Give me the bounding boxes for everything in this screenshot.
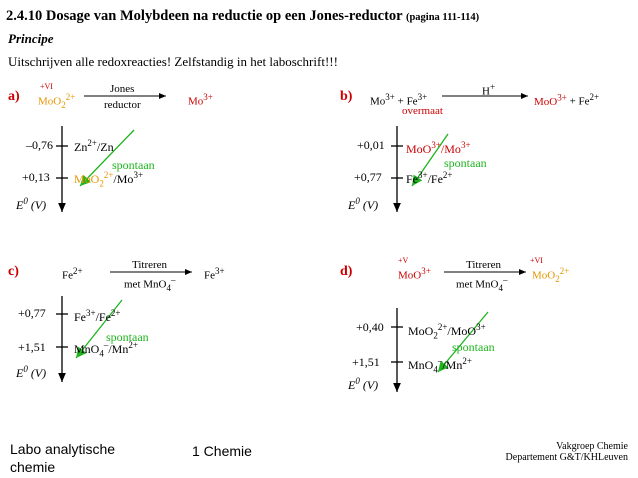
panel-b-couple-2: Fe3+/Fe2+ bbox=[406, 170, 453, 186]
panel-a-oxidation-state: +VI bbox=[40, 82, 53, 91]
panel-b-reactants: Mo3+ + Fe3+ bbox=[370, 92, 428, 108]
panel-c-potential-2: +1,51 bbox=[18, 340, 46, 354]
panel-c-reactant: Fe2+ bbox=[62, 266, 83, 282]
panel-d-label: d) bbox=[340, 264, 353, 279]
panel-d-potential-1: +0,40 bbox=[356, 320, 384, 334]
panel-c-potential-1: +0,77 bbox=[18, 306, 46, 320]
panel-d-potential-2: +1,51 bbox=[352, 355, 380, 369]
panel-d-couple-2: MnO4–/Mn2+ bbox=[408, 356, 472, 375]
axis-d bbox=[391, 308, 403, 392]
title-pages: (pagina 111-114) bbox=[405, 12, 480, 23]
panel-d-arrow-top: Titreren bbox=[466, 259, 502, 271]
spontaneous-arrow-b bbox=[411, 133, 449, 187]
panel-a-axis-label: E0 (V) bbox=[16, 196, 47, 212]
panel-a-couple-2: MoO22+/Mo3+ bbox=[74, 170, 144, 189]
panel-d-spontaan: spontaan bbox=[452, 340, 495, 354]
panel-c-spontaan: spontaan bbox=[106, 330, 149, 344]
panel-d-reactant: MoO3+ bbox=[398, 266, 431, 282]
title-text: 2.4.10 Dosage van Molybdeen na reductie … bbox=[6, 8, 403, 24]
panel-a-arrow-bottom: reductor bbox=[104, 99, 141, 111]
panel-c-product: Fe3+ bbox=[204, 266, 225, 282]
panel-b-couple-1: MoO3+/Mo3+ bbox=[406, 140, 471, 156]
panel-b-axis-label: E0 (V) bbox=[348, 196, 379, 212]
section-subtitle: Principe bbox=[8, 31, 54, 46]
panel-c-label: c) bbox=[8, 264, 19, 279]
intro-text: Uitschrijven alle redoxreacties! Zelfsta… bbox=[8, 54, 338, 69]
page-title: 2.4.10 Dosage van Molybdeen na reductie … bbox=[6, 8, 479, 25]
panel-a-reactant: MoO22+ bbox=[38, 92, 76, 110]
panel-d-oxidation-state-right: +VI bbox=[530, 256, 543, 265]
axis-b bbox=[391, 126, 403, 212]
panel-b-potential-1: +0,01 bbox=[357, 138, 385, 152]
footer-department: Vakgroep Chemie Departement G&T/KHLeuven bbox=[505, 441, 628, 463]
spontaneous-arrow-c bbox=[75, 299, 123, 359]
panel-d-product: MoO22+ bbox=[532, 266, 570, 284]
panel-b-arrow-top: H+ bbox=[482, 82, 496, 98]
panel-a-potential-2: +0,13 bbox=[22, 170, 50, 184]
panel-a-spontaan: spontaan bbox=[112, 158, 155, 172]
panel-d-axis-label: E0 (V) bbox=[348, 376, 379, 392]
footer-course: Labo analytische chemie bbox=[10, 441, 116, 475]
spontaneous-arrow-a bbox=[79, 129, 135, 187]
panel-c-arrow-top: Titreren bbox=[132, 259, 168, 271]
panel-a-potential-1: –0,76 bbox=[26, 138, 53, 152]
panel-b-excess: overmaat bbox=[402, 105, 443, 117]
panel-d-couple-1: MoO22+/MoO3+ bbox=[408, 322, 486, 341]
axis-c bbox=[56, 296, 68, 382]
panel-c-couple-1: Fe3+/Fe2+ bbox=[74, 308, 121, 324]
panel-b-products: MoO3+ + Fe2+ bbox=[534, 92, 600, 108]
panel-a-arrow-top: Jones bbox=[110, 83, 135, 95]
panel-d-oxidation-state-left: +V bbox=[398, 256, 409, 265]
panel-c-arrow-bottom: met MnO4– bbox=[124, 275, 176, 293]
spontaneous-arrow-d bbox=[437, 311, 489, 373]
panel-b-potential-2: +0,77 bbox=[354, 170, 382, 184]
panel-c-axis-label: E0 (V) bbox=[16, 364, 47, 380]
axis-a bbox=[56, 126, 68, 212]
panel-a-product: Mo3+ bbox=[188, 92, 213, 108]
panel-a-label: a) bbox=[8, 89, 20, 104]
panel-b-label: b) bbox=[340, 89, 353, 104]
panel-b-spontaan: spontaan bbox=[444, 156, 487, 170]
footer-program: 1 Chemie bbox=[192, 443, 252, 459]
panel-a-couple-1: Zn2+/Zn bbox=[74, 138, 114, 154]
panel-d-arrow-bottom: met MnO4– bbox=[456, 275, 508, 293]
panel-c-couple-2: MnO4–/Mn2+ bbox=[74, 340, 138, 359]
